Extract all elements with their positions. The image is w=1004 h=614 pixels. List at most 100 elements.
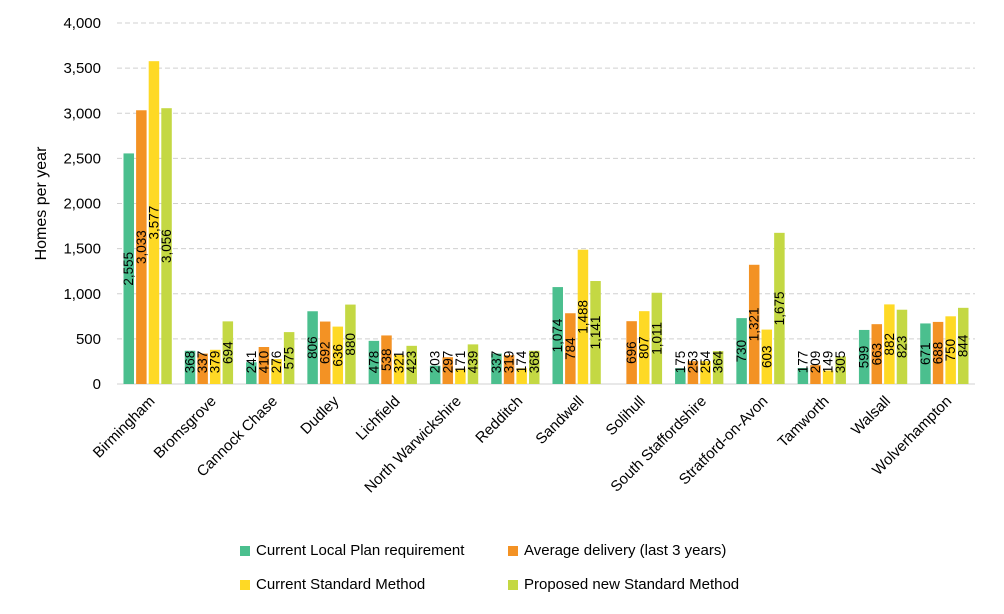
data-label: 538 (379, 348, 394, 371)
data-label: 175 (673, 351, 688, 374)
bar (590, 281, 601, 384)
bar (835, 356, 846, 384)
y-tick-label: 500 (76, 331, 101, 348)
bar (123, 153, 134, 384)
data-label: 368 (527, 351, 542, 374)
legend-swatch (240, 579, 250, 590)
data-label: 3,033 (134, 230, 149, 264)
data-label: 1,141 (588, 316, 603, 350)
x-tick-label: Tamworth (775, 393, 833, 451)
data-label: 254 (698, 350, 713, 373)
bar (687, 361, 699, 384)
y-axis-label: Homes per year (33, 146, 50, 260)
bar (638, 311, 650, 384)
data-label: 882 (882, 333, 897, 356)
bar (467, 344, 479, 384)
data-label: 575 (282, 347, 297, 370)
y-tick-label: 1,500 (63, 241, 101, 258)
bar (442, 357, 454, 384)
bar (675, 368, 686, 384)
bar (345, 304, 356, 384)
data-label: 3,577 (146, 206, 161, 240)
data-label: 276 (269, 351, 284, 374)
bar (529, 350, 540, 384)
bar (503, 355, 515, 384)
legend-item: Average delivery (last 3 years) (508, 542, 726, 559)
data-label: 439 (465, 351, 480, 374)
bar (455, 368, 466, 384)
data-label: 880 (343, 333, 358, 356)
bar (932, 321, 944, 384)
data-label: 423 (404, 351, 419, 374)
bar (651, 292, 663, 384)
y-tick-label: 0 (93, 376, 101, 393)
bar (896, 309, 908, 384)
legend-label: Current Standard Method (256, 576, 426, 593)
data-label: 174 (514, 350, 529, 373)
bar (774, 232, 785, 384)
bar (258, 346, 270, 384)
bar (626, 321, 637, 384)
bar (381, 335, 392, 384)
data-label: 807 (637, 336, 652, 359)
y-tick-label: 1,000 (63, 286, 101, 303)
data-label: 241 (244, 351, 259, 374)
bar (429, 365, 441, 384)
bar (822, 370, 834, 384)
data-label: 1,011 (649, 322, 664, 355)
bar (283, 332, 295, 384)
x-tick-label: Lichfield (353, 393, 404, 444)
bar (332, 326, 344, 384)
y-tick-label: 4,000 (63, 15, 101, 32)
y-tick-label: 3,500 (63, 60, 101, 77)
data-label: 364 (711, 350, 726, 373)
y-tick-label: 2,500 (63, 150, 101, 167)
bar (577, 249, 589, 384)
data-label: 319 (502, 351, 517, 374)
legend-item: Current Local Plan requirement (240, 542, 464, 559)
data-label: 203 (428, 351, 443, 374)
bar (222, 321, 234, 384)
bar (184, 350, 196, 384)
bar (197, 353, 208, 384)
legend-label: Current Local Plan requirement (256, 542, 465, 559)
data-label: 177 (795, 351, 810, 374)
legend-label: Proposed new Standard Method (524, 576, 740, 593)
data-label: 730 (734, 340, 749, 363)
data-label: 692 (318, 342, 333, 365)
bar (209, 349, 221, 384)
bar (136, 110, 147, 384)
bar (945, 316, 956, 384)
x-tick-label: Redditch (472, 393, 526, 447)
legend-item: Current Standard Method (240, 576, 425, 593)
data-label: 253 (685, 351, 700, 374)
data-label: 844 (956, 334, 971, 357)
data-label: 337 (489, 351, 504, 374)
data-label: 410 (256, 351, 271, 374)
bar (148, 61, 160, 384)
bar (920, 323, 931, 384)
data-label: 297 (440, 351, 455, 374)
data-label: 603 (759, 346, 774, 369)
bar (406, 345, 417, 384)
bar (246, 362, 257, 384)
bar (712, 351, 724, 384)
bar (858, 329, 870, 384)
data-label: 478 (366, 351, 381, 374)
x-tick-label: Dudley (297, 392, 342, 437)
bar (748, 264, 760, 384)
bar (368, 340, 380, 384)
data-label: 671 (918, 342, 933, 365)
bar (761, 329, 773, 384)
data-label: 599 (857, 346, 872, 369)
bar (871, 324, 883, 384)
bar (552, 287, 563, 384)
data-label: 806 (305, 336, 320, 359)
bar (565, 313, 576, 384)
bar (736, 318, 747, 384)
x-tick-label: Walsall (848, 393, 894, 439)
y-tick-label: 2,000 (63, 196, 101, 213)
data-label: 694 (220, 341, 235, 364)
data-label: 171 (453, 351, 468, 374)
bar (516, 368, 527, 384)
